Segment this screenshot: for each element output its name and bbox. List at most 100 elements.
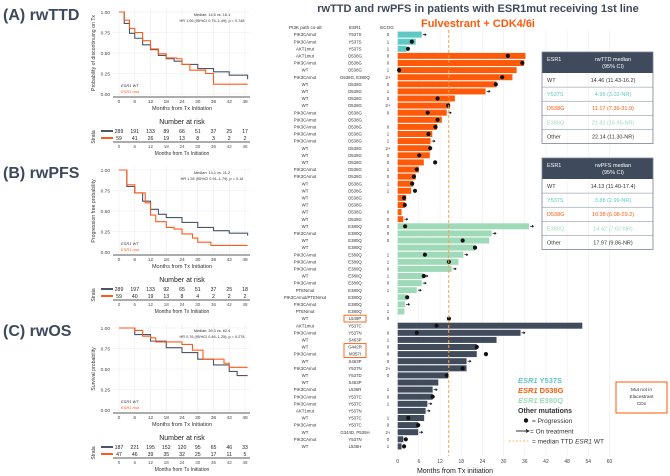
row-ecog: 0 <box>387 224 390 229</box>
risk-x-tick: 12 <box>148 302 154 307</box>
row-coalt: WT <box>302 345 309 350</box>
row-coalt: PIK3CAmut <box>294 39 317 44</box>
risk-count-wt: 133 <box>146 287 155 293</box>
row-esr1: S463P <box>349 359 362 364</box>
swimmer-bar <box>397 45 407 52</box>
km-curve-esr1-mut <box>119 169 248 246</box>
x-tick-label: 0 <box>118 257 121 263</box>
row-esr1: Y537S <box>349 32 362 37</box>
row-coalt: WT <box>302 89 309 94</box>
risk-x-tick: 48 <box>242 144 248 149</box>
row-ecog: 0 <box>387 394 390 399</box>
row-coalt: WT <box>302 238 309 243</box>
risk-x-tick: 36 <box>211 460 217 465</box>
x-tick-label: 30 <box>195 415 201 421</box>
risk-count-wt: 221 <box>130 445 139 451</box>
legend-prefix: ESR1 <box>518 396 538 405</box>
swimmer-bar <box>397 422 419 429</box>
row-coalt: PTENmut <box>296 309 315 314</box>
swimmer-row: WT S463P <box>302 379 439 386</box>
row-coalt: WT <box>302 245 309 250</box>
y-tick-label: 0.00 <box>101 250 111 256</box>
row-coalt: WT <box>302 210 309 215</box>
swimmer-row: WT G442R 0 <box>302 344 479 350</box>
row-coalt: PIK3CAmut <box>294 387 317 392</box>
row-coalt: AKT1mut <box>296 409 315 414</box>
swimmer-bar <box>397 386 433 393</box>
row-esr1: E380Q <box>348 267 362 272</box>
row-ecog: 0 <box>387 174 390 179</box>
pfs-table: ESR1 rwPFS median(95% CI) WT 14.13 (11.40-1… <box>541 157 654 250</box>
on-treatment-arrow-icon <box>419 288 422 292</box>
y-axis-label: Probability of discontinuing on Tx <box>91 15 97 91</box>
on-treatment-arrow-icon <box>408 302 411 306</box>
row-coalt: WT <box>302 96 309 101</box>
risk-count-mut: 8 <box>181 294 184 300</box>
swimmer-bar <box>397 216 404 223</box>
on-treatment-arrow-icon <box>430 402 433 406</box>
swimmer-bar <box>397 265 452 272</box>
column-header-esr1: ESR1 <box>349 25 361 30</box>
row-coalt: PIK3CAmut <box>294 110 317 115</box>
row-esr1: D538G <box>348 139 362 144</box>
progression-dot-icon <box>435 117 440 122</box>
swimmer-bar <box>397 138 431 145</box>
y-tick-label: 0.50 <box>101 367 111 373</box>
swimmer-row: WT G344D, P535H 2+ <box>302 429 424 436</box>
row-coalt: WT <box>302 68 309 73</box>
km-panel-rwos: (C) rwOS 0.00 0.25 0.50 0.75 1.00 0 6 12 18 24 30 36… <box>3 323 250 473</box>
progression-dot-icon <box>435 96 440 101</box>
x-tick-label: 30 <box>195 257 201 263</box>
x-axis-label: Months from Tx Initiation <box>152 264 212 270</box>
column-header-ecog: ECOG <box>380 25 394 30</box>
x-tick-label: 24 <box>179 257 185 263</box>
row-ecog: 1 <box>387 167 390 172</box>
y-tick-label: 0.75 <box>101 188 111 194</box>
x-tick-label: 0 <box>118 99 121 105</box>
progression-dot-icon <box>523 418 529 423</box>
row-esr1: Y537N <box>348 409 361 414</box>
swimmer-bar <box>397 393 433 400</box>
row-esr1: S463P <box>349 338 362 343</box>
swimmer-x-tick: 36 <box>522 459 528 465</box>
progression-dot-icon <box>460 238 465 243</box>
row-esr1: D538G <box>348 132 362 137</box>
km-curve-esr1-mut <box>119 327 248 368</box>
swimmer-row: WT D538G 2+ <box>302 145 433 152</box>
risk-count-wt: 187 <box>115 445 124 451</box>
row-coalt: PIK3CAmut <box>294 302 317 307</box>
risk-x-tick: 48 <box>242 460 248 465</box>
row-coalt: WT <box>302 430 309 435</box>
swimmer-bar <box>397 365 467 372</box>
legend-y537s: ESR1 Y537S <box>518 376 562 385</box>
on-treatment-arrow-icon <box>435 388 438 392</box>
row-ecog: 2+ <box>386 146 391 151</box>
progression-dot-icon <box>472 245 478 250</box>
row-coalt: WT <box>302 82 309 87</box>
row-esr1: Y537C <box>348 416 361 421</box>
risk-count-wt: 133 <box>146 129 155 135</box>
row-ecog: 2+ <box>386 366 391 371</box>
swimmer-bar <box>397 336 497 343</box>
on-treatment-arrow-icon <box>494 231 497 235</box>
row-esr1: E380Q <box>348 309 362 314</box>
row-coalt: PTENmut <box>296 288 315 293</box>
swimmer-row: PIK3CAmut Y537S 1 <box>294 38 416 45</box>
risk-x-tick: 24 <box>179 460 185 465</box>
swimmer-row: PIK3CAmut Y537S 0 <box>294 31 427 38</box>
risk-count-wt: 37 <box>211 129 217 135</box>
progression-dot-icon <box>426 131 431 137</box>
x-tick-label: 18 <box>164 99 170 105</box>
swimmer-bar <box>397 202 406 208</box>
swimmer-row: PIK3CAmut E380Q 0 <box>294 265 457 272</box>
row-ecog: 0 <box>387 423 390 428</box>
row-coalt: WT <box>302 203 309 208</box>
risk-count-wt: 51 <box>195 287 201 293</box>
row-esr1: E380Q <box>348 302 362 307</box>
row-ecog: 0 <box>387 217 390 222</box>
row-ecog: 2+ <box>386 103 391 108</box>
risk-x-tick: 12 <box>148 460 154 465</box>
cdx-highlight-box <box>343 343 367 358</box>
risk-x-tick: 6 <box>133 460 136 465</box>
row-esr1: S463P <box>349 380 362 385</box>
